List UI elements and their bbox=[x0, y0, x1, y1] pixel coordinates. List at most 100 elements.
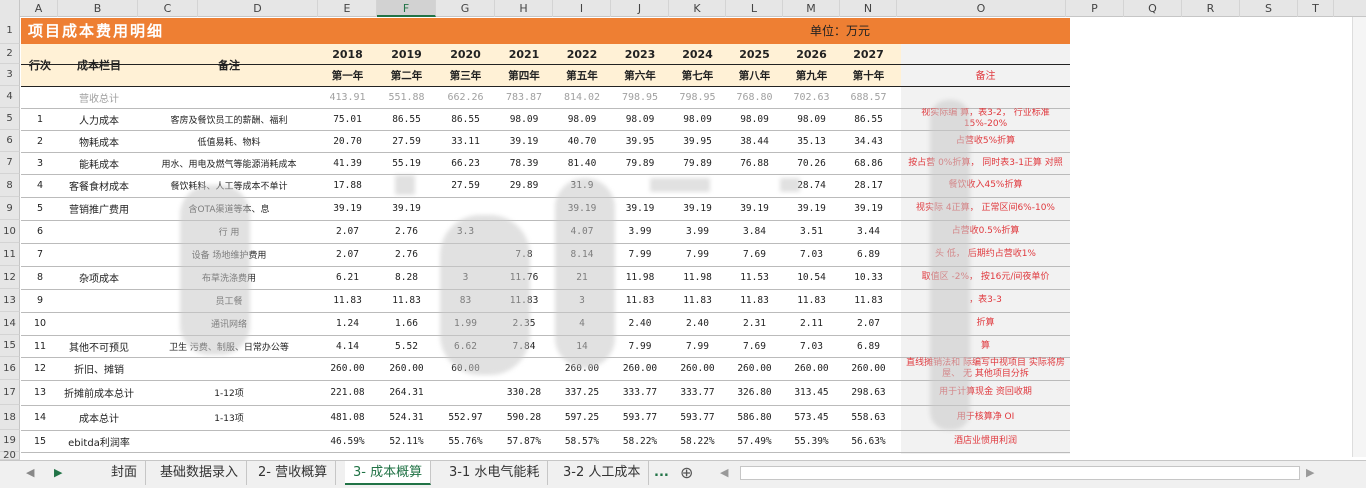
column-header-c[interactable]: C bbox=[138, 0, 198, 17]
sheet-tab[interactable]: 基础数据录入 bbox=[152, 461, 248, 485]
cost-note[interactable]: 低值易耗、物料 bbox=[197, 137, 261, 148]
value-cell[interactable]: 75.01 bbox=[333, 113, 362, 125]
value-cell[interactable]: 86.55 bbox=[451, 113, 480, 125]
remark-cell[interactable]: 取值区 -2%， 按16元/间夜单价 bbox=[921, 272, 1050, 282]
sheet-tab[interactable]: 3-1 水电气能耗 bbox=[441, 461, 549, 485]
sheet-tab[interactable]: 3- 成本概算 bbox=[345, 461, 432, 485]
value-cell[interactable]: 260.00 bbox=[794, 363, 829, 374]
value-cell[interactable]: 55.39% bbox=[794, 435, 829, 447]
row-header-10[interactable]: 10 bbox=[0, 220, 20, 243]
value-cell[interactable]: 7.03 bbox=[800, 249, 823, 260]
row-number[interactable]: 8 bbox=[36, 272, 44, 283]
remark-cell[interactable]: 直线摊销法和 际编写中视项目 实际将房屋、 无 其他项目分拆 bbox=[906, 357, 1065, 379]
revenue-cell[interactable]: 702.63 bbox=[793, 91, 830, 103]
remark-cell[interactable]: 视实际编 算，表3-2， 行业标准 15%-20% bbox=[921, 108, 1050, 129]
value-cell[interactable]: 98.09 bbox=[683, 113, 712, 125]
value-cell[interactable]: 10.54 bbox=[797, 272, 826, 283]
horizontal-scrollbar[interactable] bbox=[740, 466, 1300, 480]
remark-cell[interactable]: 酒店业惯用利润 bbox=[953, 435, 1017, 446]
value-cell[interactable]: 39.19 bbox=[625, 203, 655, 214]
value-cell[interactable]: 2.07 bbox=[336, 249, 359, 260]
value-cell[interactable]: 39.19 bbox=[854, 203, 883, 214]
next-sheet-icon[interactable]: ▶ bbox=[54, 466, 63, 479]
value-cell[interactable]: 11.83 bbox=[854, 295, 883, 306]
value-cell[interactable] bbox=[726, 174, 783, 197]
value-cell[interactable]: 39.19 bbox=[509, 135, 539, 147]
value-cell[interactable]: 98.09 bbox=[567, 113, 597, 125]
value-cell[interactable]: 2.40 bbox=[628, 318, 652, 329]
row-header-9[interactable]: 9 bbox=[0, 197, 20, 220]
row-header-11[interactable]: 11 bbox=[0, 243, 20, 266]
prev-sheet-icon[interactable]: ◀ bbox=[26, 466, 35, 479]
revenue-label[interactable]: 营收总计 bbox=[79, 93, 119, 105]
column-header-p[interactable]: P bbox=[1066, 0, 1124, 17]
value-cell[interactable]: 7.99 bbox=[686, 340, 709, 352]
value-cell[interactable]: 11.83 bbox=[740, 295, 769, 306]
value-cell[interactable]: 28.17 bbox=[854, 180, 883, 191]
value-cell[interactable]: 593.77 bbox=[680, 412, 715, 423]
value-cell[interactable]: 33.11 bbox=[451, 135, 480, 147]
row-header-5[interactable]: 5 bbox=[0, 108, 20, 130]
value-cell[interactable]: 17.88 bbox=[333, 180, 362, 191]
value-cell[interactable]: 76.88 bbox=[740, 157, 769, 169]
value-cell[interactable]: 524.31 bbox=[389, 412, 424, 423]
value-cell[interactable]: 3.99 bbox=[628, 226, 652, 237]
cost-item[interactable]: 折旧、摊销 bbox=[74, 365, 124, 376]
row-number[interactable]: 7 bbox=[36, 249, 44, 260]
value-cell[interactable]: 29.89 bbox=[509, 180, 539, 191]
value-cell[interactable]: 326.80 bbox=[737, 387, 772, 398]
row-header-2[interactable]: 2 bbox=[0, 44, 20, 64]
value-cell[interactable]: 78.39 bbox=[509, 157, 539, 169]
value-cell[interactable]: 81.40 bbox=[567, 157, 597, 169]
value-cell[interactable]: 10.33 bbox=[854, 272, 883, 283]
value-cell[interactable]: 1.24 bbox=[336, 318, 359, 329]
value-cell[interactable]: 3.99 bbox=[686, 226, 709, 237]
value-cell[interactable]: 6.89 bbox=[857, 249, 880, 260]
value-cell[interactable]: 40.70 bbox=[567, 135, 597, 147]
value-cell[interactable]: 590.28 bbox=[506, 412, 542, 423]
row-header-1[interactable]: 1 bbox=[0, 17, 20, 44]
value-cell[interactable]: 55.76% bbox=[448, 435, 483, 447]
column-header-i[interactable]: I bbox=[553, 0, 611, 17]
column-header-m[interactable]: M bbox=[783, 0, 840, 17]
value-cell[interactable]: 337.25 bbox=[564, 387, 600, 398]
value-cell[interactable]: 70.26 bbox=[797, 157, 826, 169]
value-cell[interactable]: 11.53 bbox=[740, 272, 769, 283]
row-header-12[interactable]: 12 bbox=[0, 266, 20, 289]
value-cell[interactable]: 260.00 bbox=[564, 363, 600, 374]
row-header-19[interactable]: 19 bbox=[0, 430, 20, 452]
cost-item[interactable]: 客餐食材成本 bbox=[69, 182, 129, 193]
row-number[interactable]: 6 bbox=[36, 226, 44, 237]
vertical-scrollbar[interactable] bbox=[1352, 17, 1366, 457]
value-cell[interactable]: 38.44 bbox=[740, 135, 769, 147]
value-cell[interactable]: 333.77 bbox=[622, 387, 658, 398]
value-cell[interactable]: 58.22% bbox=[680, 435, 715, 447]
more-tabs[interactable]: ... bbox=[654, 465, 669, 480]
row-number[interactable]: 12 bbox=[33, 363, 47, 374]
value-cell[interactable]: 39.19 bbox=[797, 203, 826, 214]
remark-cell[interactable]: 占营收5%折算 bbox=[955, 135, 1016, 146]
select-all-corner[interactable] bbox=[0, 0, 20, 17]
cost-item[interactable]: 营销推广费用 bbox=[69, 205, 129, 216]
scroll-right-icon[interactable]: ▶ bbox=[1306, 466, 1315, 479]
value-cell[interactable]: 20.70 bbox=[333, 135, 362, 147]
column-header-n[interactable]: N bbox=[840, 0, 897, 17]
value-cell[interactable]: 57.87% bbox=[506, 435, 542, 447]
row-number[interactable]: 10 bbox=[33, 318, 47, 329]
row-header-8[interactable]: 8 bbox=[0, 174, 20, 197]
column-header-b[interactable]: B bbox=[58, 0, 138, 17]
value-cell[interactable]: 66.23 bbox=[451, 157, 480, 169]
value-cell[interactable]: 7.69 bbox=[743, 249, 766, 260]
value-cell[interactable]: 593.77 bbox=[622, 412, 658, 423]
value-cell[interactable]: 56.63% bbox=[851, 435, 886, 447]
remark-cell[interactable]: 餐饮收入45%折算 bbox=[948, 180, 1023, 190]
remark-cell[interactable]: 用于核算净 OI bbox=[956, 412, 1015, 422]
value-cell[interactable]: 260.00 bbox=[680, 363, 715, 374]
value-cell[interactable]: 552.97 bbox=[448, 412, 483, 423]
row-header-17[interactable]: 17 bbox=[0, 380, 20, 405]
row-header-16[interactable]: 16 bbox=[0, 357, 20, 380]
column-header-j[interactable]: J bbox=[611, 0, 669, 17]
scroll-left-icon[interactable]: ◀ bbox=[720, 466, 729, 479]
cost-item[interactable]: 人力成本 bbox=[79, 115, 119, 127]
